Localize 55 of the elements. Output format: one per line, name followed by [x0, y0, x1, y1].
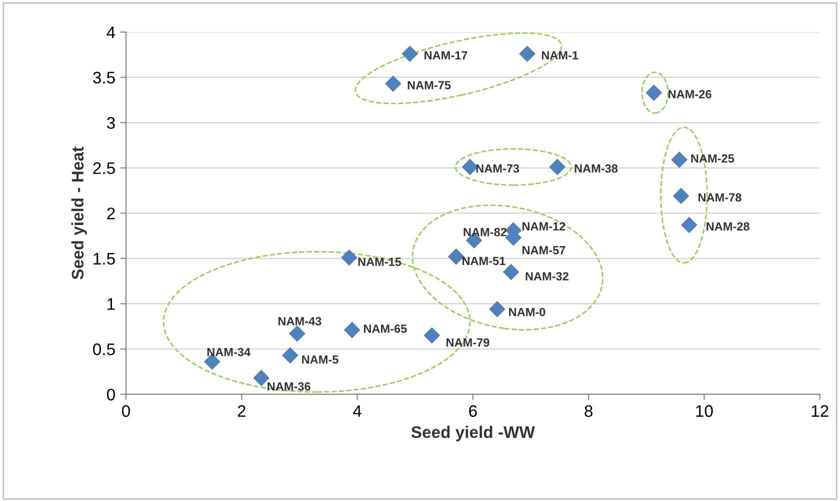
y-tick-label: 3.5 — [93, 72, 115, 84]
annotation: NAM-36 — [268, 382, 310, 391]
annotation: NAM-28 — [706, 222, 750, 231]
annotation: NAM-12 — [522, 222, 566, 230]
y-tick-label: 2.5 — [93, 162, 115, 174]
annotation: NAM-75 — [408, 81, 451, 90]
x-tick-label: 0 — [122, 405, 130, 417]
annotation: NAM-43 — [278, 317, 322, 326]
y-tick-label: 0 — [106, 388, 115, 400]
annotation: NAM-0 — [509, 308, 546, 316]
annotation: NAM-15 — [358, 258, 402, 266]
annotation: NAM-73 — [476, 164, 520, 173]
point — [344, 322, 360, 338]
annotation: NAM-82 — [464, 228, 506, 236]
annotation: NAM-32 — [526, 272, 568, 281]
annotation: NAM-38 — [574, 164, 618, 173]
annotation: NAM-34 — [207, 348, 250, 356]
point — [384, 75, 402, 92]
x-tick-label: 10 — [696, 405, 713, 417]
x-tick-label: 4 — [353, 405, 362, 417]
point — [424, 327, 440, 344]
annotation: NAM-17 — [424, 51, 468, 60]
point — [672, 188, 690, 204]
y-tick-label: 4 — [106, 26, 116, 38]
annotation: NAM-65 — [364, 324, 407, 333]
annotation: NAM-26 — [668, 90, 712, 98]
point — [549, 158, 566, 176]
point — [340, 249, 358, 266]
y-tick-label: 1.5 — [94, 253, 115, 265]
x-tick-label: 2 — [238, 405, 246, 417]
annotation: NAM-57 — [522, 246, 566, 254]
y-tick-label: 0.5 — [93, 343, 115, 356]
point — [288, 325, 306, 342]
y-tick-label: 1 — [108, 298, 115, 310]
y-axis-title: Seed yield - Heat — [71, 146, 87, 280]
annotation: NAM-78 — [698, 193, 742, 202]
point — [671, 152, 688, 168]
point — [502, 264, 520, 280]
point — [680, 216, 698, 234]
point — [519, 46, 536, 62]
annotation: NAM-79 — [446, 338, 490, 347]
annotation: NAM-51 — [462, 256, 506, 266]
point — [282, 347, 298, 364]
point — [488, 300, 506, 318]
annotation: NAM-5 — [302, 356, 338, 364]
point — [448, 248, 464, 265]
x-tick-label: 12 — [812, 405, 828, 417]
x-tick-label: 6 — [469, 405, 477, 417]
y-tick-label: 2 — [107, 208, 115, 220]
annotation: NAM-1 — [542, 51, 578, 60]
x-axis-title: Seed yield -WW — [411, 426, 535, 442]
point — [402, 46, 418, 62]
y-tick-label: 3 — [106, 117, 115, 129]
x-tick-label: 8 — [584, 405, 592, 417]
annotation: NAM-25 — [691, 154, 734, 163]
